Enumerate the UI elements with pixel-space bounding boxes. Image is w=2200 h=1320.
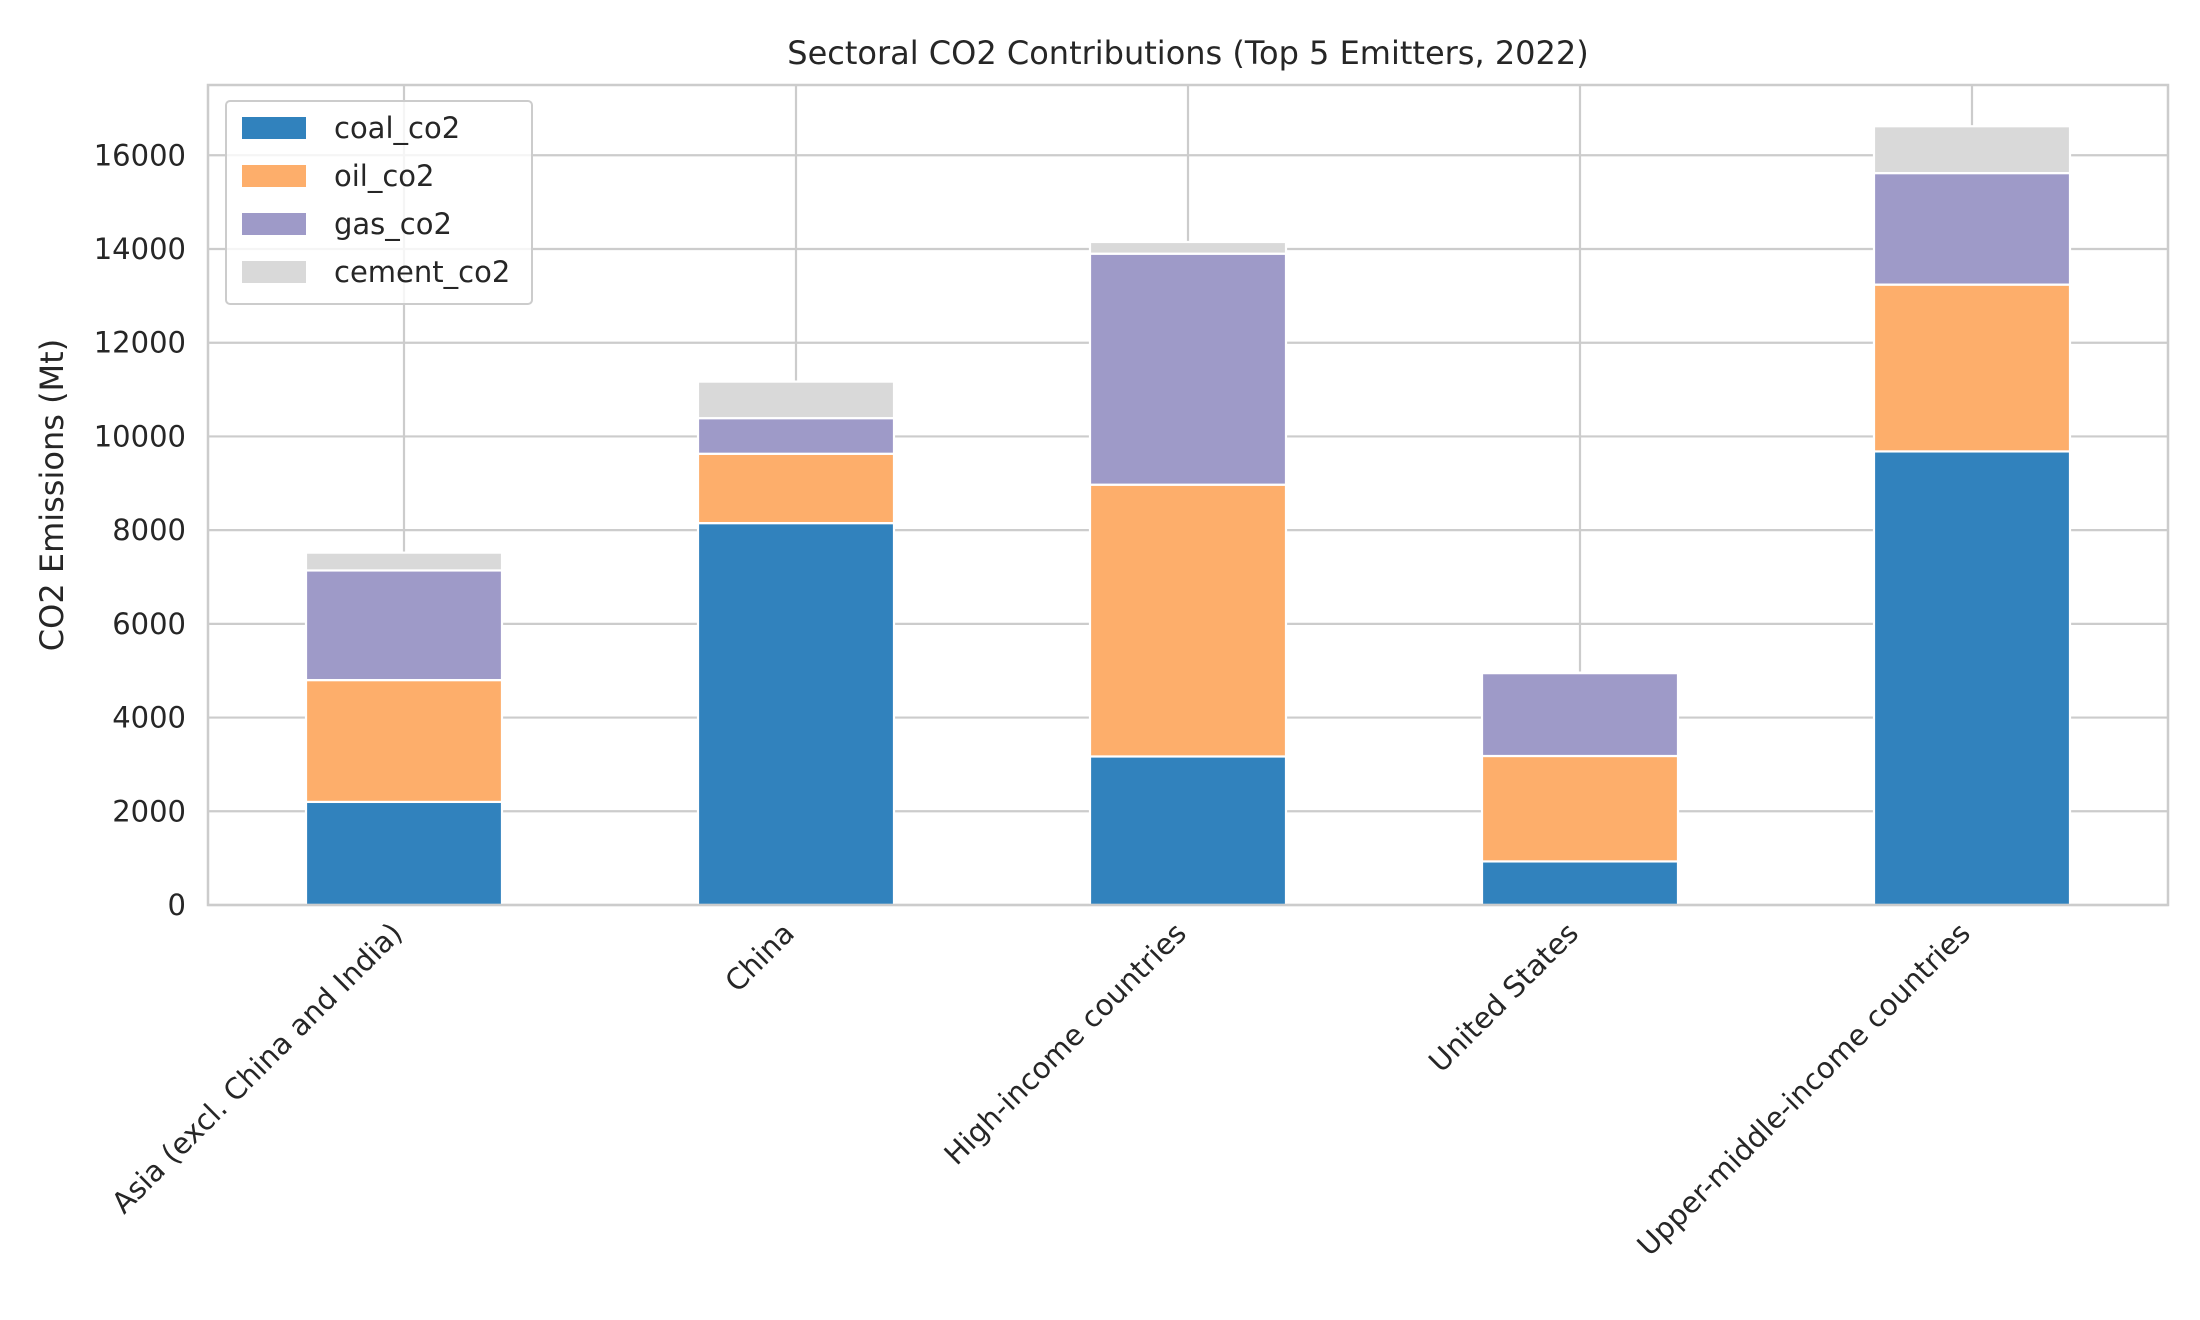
bar-gas-co2 — [1872, 171, 2072, 286]
bar-oil-co2 — [696, 452, 896, 525]
legend: coal_co2 oil_co2 gas_co2 cement_co2 — [225, 100, 533, 305]
bar-layer — [304, 125, 2072, 907]
legend-swatch — [242, 213, 306, 235]
x-tick-label: United States — [1422, 916, 1585, 1079]
x-tick-label: China — [718, 916, 801, 999]
y-tick-label: 14000 — [94, 232, 186, 266]
y-tick-label: 0 — [168, 888, 186, 922]
bar-gas-co2 — [1480, 671, 1680, 758]
bar-gas-co2 — [304, 569, 504, 682]
bar-cement-co2 — [1872, 125, 2072, 175]
bar-oil-co2 — [1480, 754, 1680, 863]
bar-oil-co2 — [1088, 483, 1288, 758]
y-tick-label: 12000 — [94, 326, 186, 360]
chart-title: Sectoral CO2 Contributions (Top 5 Emitte… — [787, 34, 1588, 72]
bar-cement-co2 — [304, 551, 504, 572]
x-tick-label: High-income countries — [937, 916, 1192, 1171]
bar-coal-co2 — [1088, 755, 1288, 907]
y-tick-label: 6000 — [112, 607, 186, 641]
legend-box — [225, 100, 533, 305]
y-tick-labels: 0 2000 4000 6000 8000 10000 12000 14000 16000 — [94, 138, 186, 922]
y-axis-label: CO2 Emissions (Mt) — [33, 339, 71, 651]
bar-coal-co2 — [1872, 450, 2072, 907]
x-tick-label: Upper-middle-income countries — [1630, 916, 1977, 1263]
legend-label: coal_co2 — [334, 111, 460, 145]
legend-swatch — [242, 165, 306, 187]
bar-coal-co2 — [696, 522, 896, 907]
bar-gas-co2 — [1088, 252, 1288, 486]
bar-coal-co2 — [1480, 860, 1680, 907]
legend-swatch — [242, 117, 306, 139]
bar-oil-co2 — [304, 678, 504, 804]
legend-label: oil_co2 — [334, 159, 435, 193]
x-tick-labels: Asia (excl. China and India) China High-in… — [105, 916, 1977, 1263]
legend-label: cement_co2 — [334, 255, 510, 289]
y-tick-label: 4000 — [112, 701, 186, 735]
plot-frame — [206, 83, 2170, 907]
y-tick-label: 16000 — [94, 138, 186, 172]
x-tick-label: Asia (excl. China and India) — [105, 916, 409, 1220]
y-tick-label: 2000 — [112, 794, 186, 828]
bar-coal-co2 — [304, 800, 504, 907]
bar-cement-co2 — [696, 380, 896, 420]
y-tick-label: 8000 — [112, 513, 186, 547]
bar-cement-co2 — [1088, 240, 1288, 255]
legend-swatch — [242, 261, 306, 283]
legend-items: coal_co2 oil_co2 gas_co2 cement_co2 — [242, 111, 510, 289]
bar-gas-co2 — [696, 417, 896, 455]
bar-oil-co2 — [1872, 283, 2072, 453]
legend-label: gas_co2 — [334, 207, 452, 241]
y-tick-label: 10000 — [94, 419, 186, 453]
